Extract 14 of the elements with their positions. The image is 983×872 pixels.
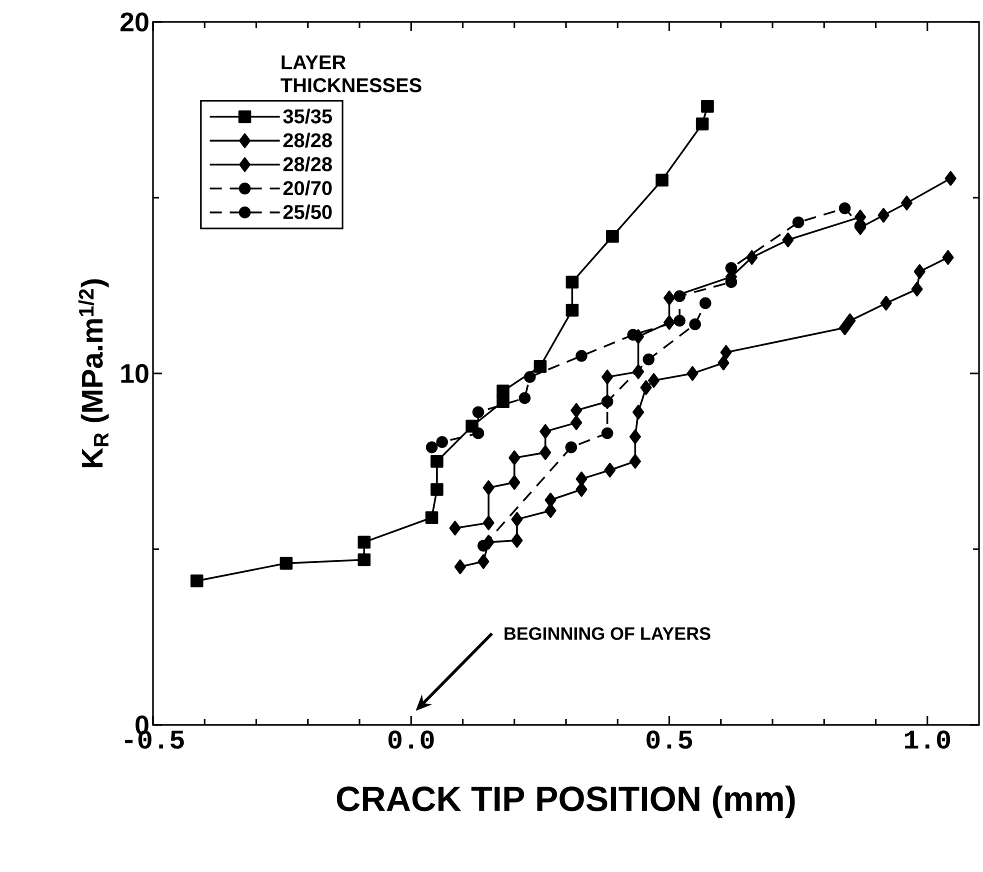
- legend-label: 20/70: [283, 180, 332, 196]
- legend-label: 28/28: [283, 156, 332, 172]
- y-axis-title: K$_{R}$ (MPa.m$^{1/2}$): [78, 279, 109, 468]
- annotation: BEGINNING OF LAYERS: [504, 627, 710, 640]
- legend-title: LAYER THICKNESSES: [280, 55, 422, 92]
- x-axis-title: CRACK TIP POSITION (mm): [336, 786, 795, 818]
- y-tick-label: 10: [121, 364, 148, 384]
- legend-label: 35/35: [283, 108, 332, 124]
- x-tick-label: 0.5: [646, 730, 692, 749]
- y-tick-label: 20: [120, 12, 148, 32]
- x-tick-label: 0.0: [388, 730, 434, 749]
- x-tick-label: 1.0: [904, 730, 950, 749]
- legend-label: 28/28: [283, 132, 332, 148]
- legend-label: 25/50: [283, 204, 332, 220]
